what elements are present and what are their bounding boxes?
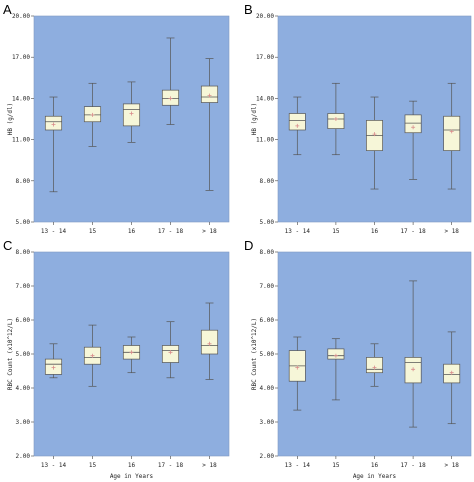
- panel-letter: D: [244, 238, 253, 253]
- box-iqr: [327, 113, 345, 129]
- box-iqr: [404, 114, 422, 134]
- mean-marker: [129, 350, 134, 355]
- panel-letter: C: [3, 238, 12, 253]
- y-axis-label: RBC Count (x10^12/L): [251, 318, 258, 390]
- mean-marker: [168, 96, 173, 101]
- box-iqr: [443, 115, 461, 151]
- x-tick-label: 16: [128, 228, 136, 235]
- y-tick-label: 20.00: [256, 13, 274, 20]
- x-tick-label: 16: [128, 462, 136, 469]
- x-tick-label: 13 - 14: [285, 228, 311, 235]
- x-tick-label: 15: [332, 462, 340, 469]
- y-tick-label: 11.00: [256, 137, 274, 144]
- mean-marker: [333, 117, 338, 121]
- panel-c: C 2.00 3.00 4.00 5.00 6.00 7.00 8.00 RBC Count (…: [3, 238, 230, 480]
- mean-marker: [90, 353, 95, 358]
- mean-marker: [295, 365, 300, 370]
- x-tick-label: 13 - 14: [41, 462, 67, 469]
- mean-marker: [411, 367, 416, 372]
- y-tick-label: 17.00: [256, 54, 274, 61]
- mean-marker: [90, 112, 95, 117]
- x-tick-label: 15: [89, 462, 97, 469]
- panel-d: D 2.00 3.00 4.00 5.00 6.00 7.00 8.00 RBC Count (…: [244, 238, 472, 480]
- y-tick-label: 5.00: [260, 351, 275, 358]
- y-tick-label: 14.00: [256, 95, 274, 102]
- y-axis-label: HB (g/dl): [7, 103, 14, 136]
- mean-marker: [168, 350, 173, 355]
- y-tick-label: 6.00: [260, 317, 275, 324]
- x-tick-label: 13 - 14: [41, 228, 67, 235]
- x-tick-label: 17 - 18: [400, 462, 426, 469]
- y-tick-label: 4.00: [16, 385, 31, 392]
- mean-marker: [449, 370, 454, 375]
- x-tick-label: 16: [371, 462, 379, 469]
- x-tick-label: 17 - 18: [158, 462, 184, 469]
- mean-marker: [51, 122, 56, 127]
- panel-a: A 5.00 8.00 11.00 14.00 17.00 20.00 HB (g/dl) 13…: [3, 2, 230, 235]
- x-tick-label: 17 - 18: [158, 228, 184, 235]
- mean-marker: [372, 365, 377, 370]
- y-tick-label: 7.00: [16, 283, 31, 290]
- mean-marker: [129, 111, 134, 116]
- panel-letter: B: [244, 2, 253, 17]
- y-tick-label: 8.00: [260, 249, 275, 256]
- mean-marker: [333, 353, 338, 358]
- x-tick-label: > 18: [444, 462, 459, 469]
- y-tick-label: 2.00: [260, 453, 275, 460]
- x-tick-label: 17 - 18: [400, 228, 426, 235]
- x-tick-label: > 18: [202, 228, 217, 235]
- panel-b: B 5.00 8.00 11.00 14.00 17.00 20.00 HB (g/dl) 13…: [244, 2, 472, 235]
- x-tick-label: 15: [89, 228, 97, 235]
- y-tick-label: 5.00: [16, 219, 31, 226]
- y-tick-label: 20.00: [12, 13, 30, 20]
- mean-marker: [207, 93, 212, 98]
- box-iqr: [288, 113, 306, 131]
- y-tick-label: 8.00: [16, 178, 31, 185]
- y-tick-label: 5.00: [16, 351, 31, 358]
- mean-marker: [207, 341, 212, 346]
- y-axis-label: HB (g/dl): [251, 103, 258, 136]
- x-axis-label: Age in Years: [110, 473, 154, 480]
- panel-letter: A: [3, 2, 12, 17]
- mean-marker: [449, 129, 454, 134]
- x-tick-label: 13 - 14: [285, 462, 311, 469]
- y-tick-label: 8.00: [16, 249, 31, 256]
- box-iqr: [366, 357, 383, 374]
- x-tick-label: 15: [332, 228, 340, 235]
- y-tick-label: 17.00: [12, 54, 30, 61]
- mean-marker: [51, 365, 56, 370]
- y-tick-label: 6.00: [16, 317, 31, 324]
- y-tick-label: 4.00: [260, 385, 275, 392]
- y-tick-label: 3.00: [260, 419, 275, 426]
- y-tick-label: 3.00: [16, 419, 31, 426]
- mean-marker: [372, 132, 377, 137]
- y-tick-label: 14.00: [12, 95, 30, 102]
- y-axis-label: RBC Count (x10^12/L): [7, 318, 14, 390]
- x-axis-label: Age in Years: [353, 473, 397, 480]
- x-tick-label: > 18: [202, 462, 217, 469]
- y-tick-label: 7.00: [260, 283, 275, 290]
- mean-marker: [295, 123, 300, 128]
- y-tick-label: 5.00: [260, 219, 275, 226]
- y-tick-label: 8.00: [260, 178, 275, 185]
- mean-marker: [411, 125, 416, 130]
- x-tick-label: 16: [371, 228, 379, 235]
- x-tick-label: > 18: [444, 228, 459, 235]
- y-tick-label: 2.00: [16, 453, 31, 460]
- y-tick-label: 11.00: [12, 137, 30, 144]
